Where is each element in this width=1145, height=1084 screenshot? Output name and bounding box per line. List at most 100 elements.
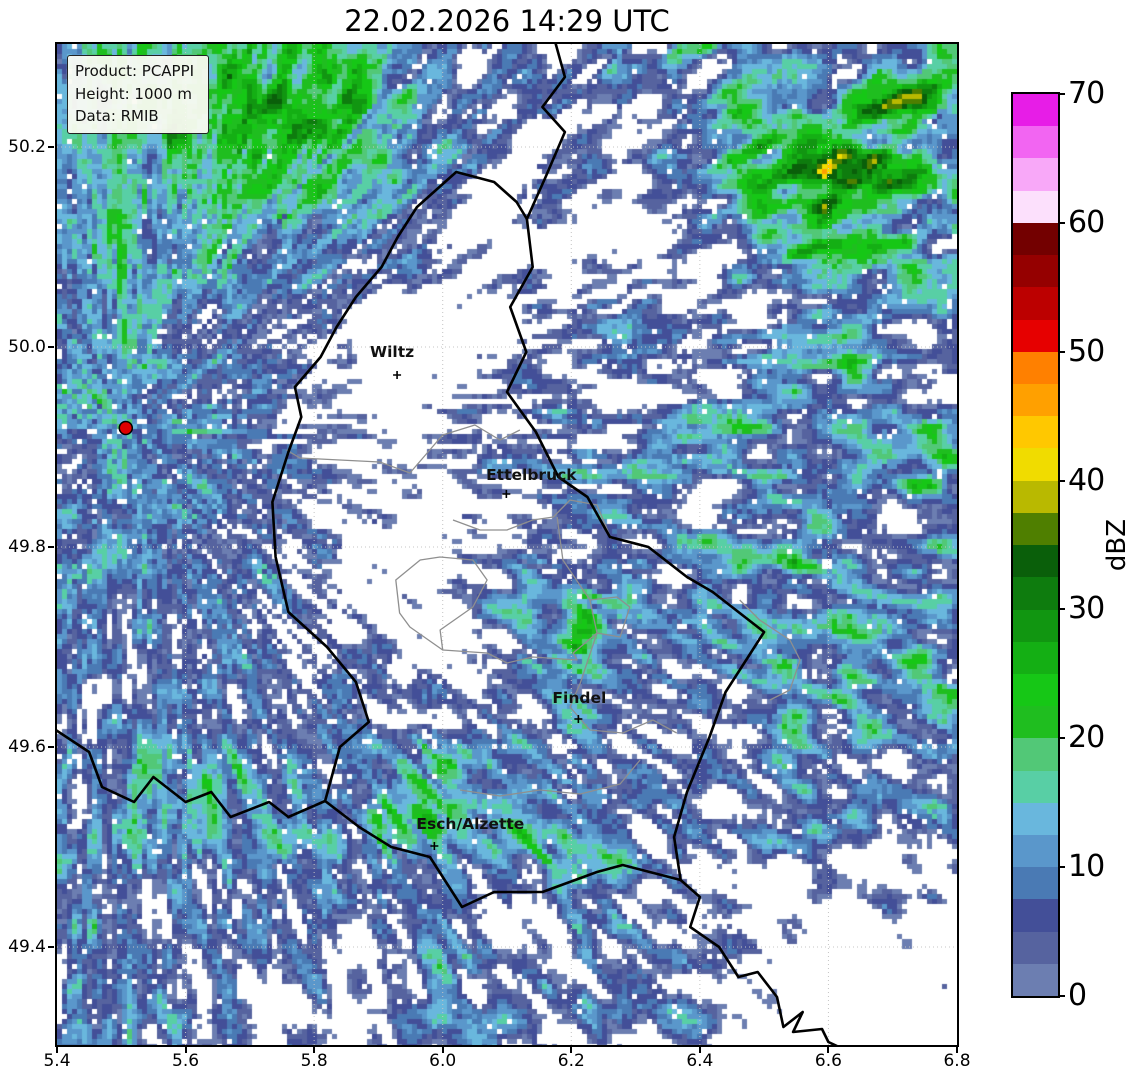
- colorbar-tick-label: 10: [1068, 849, 1105, 885]
- radar-field-canvas: [57, 44, 957, 1045]
- colorbar-tick-label: 20: [1068, 720, 1105, 756]
- colorbar-band: [1013, 609, 1058, 642]
- country-border: [271, 170, 766, 909]
- colorbar-tick-label: 70: [1068, 76, 1105, 111]
- x-tick-label: 6.2: [557, 1051, 585, 1071]
- region-border: [569, 632, 678, 734]
- region-border: [739, 599, 801, 701]
- y-tick-mark: [48, 946, 54, 948]
- colorbar-tick-label: 30: [1068, 591, 1105, 627]
- city-marker: [574, 715, 583, 723]
- x-tick-label: 6.6: [814, 1051, 842, 1071]
- map-plot: Wiltz Ettelbruck Findel Esch/Alzette Produc…: [55, 42, 959, 1047]
- x-tick-mark: [956, 1047, 958, 1053]
- region-border: [442, 516, 598, 664]
- colorbar-band: [1013, 835, 1058, 868]
- x-tick-label: 6.4: [686, 1051, 714, 1071]
- country-border: [679, 878, 838, 1045]
- region-border: [286, 424, 521, 474]
- city-marker: [502, 490, 511, 498]
- y-tick-mark: [48, 746, 54, 748]
- y-tick-label: 50.0: [8, 337, 46, 357]
- colorbar-band: [1013, 577, 1058, 610]
- colorbar: [1011, 92, 1060, 998]
- colorbar-band: [1013, 222, 1058, 256]
- y-tick-mark: [48, 546, 54, 548]
- y-tick-mark: [48, 346, 54, 348]
- y-tick-mark: [48, 146, 54, 148]
- x-tick-mark: [56, 1047, 58, 1053]
- city-label: Ettelbruck: [486, 466, 577, 484]
- info-box: Product: PCAPPI Height: 1000 m Data: RMI…: [67, 55, 209, 134]
- colorbar-tick-label: 60: [1068, 204, 1105, 240]
- colorbar-band: [1013, 867, 1058, 900]
- x-tick-mark: [698, 1047, 701, 1053]
- colorbar-band: [1013, 512, 1058, 546]
- colorbar-band: [1013, 931, 1058, 964]
- x-tick-mark: [570, 1047, 573, 1053]
- x-tick-mark: [441, 1047, 444, 1053]
- region-border: [460, 759, 641, 797]
- city-label: Findel: [552, 689, 606, 707]
- x-tick-label: 5.4: [43, 1051, 71, 1071]
- x-tick-mark: [313, 1047, 316, 1053]
- info-source: Data: RMIB: [75, 107, 159, 125]
- colorbar-axis-label: dBZ: [1102, 518, 1132, 572]
- colorbar-band: [1013, 190, 1058, 223]
- y-tick-label: 49.4: [8, 937, 46, 957]
- city-marker: [393, 371, 402, 379]
- region-border: [452, 499, 612, 540]
- colorbar-tick-mark: [1058, 995, 1065, 997]
- info-product: Product: PCAPPI: [75, 62, 195, 80]
- x-tick-label: 6.0: [429, 1051, 457, 1071]
- colorbar-band: [1013, 94, 1058, 127]
- x-tick-label: 6.8: [943, 1051, 971, 1071]
- colorbar-band: [1013, 641, 1058, 674]
- country-border: [57, 729, 327, 819]
- colorbar-band: [1013, 963, 1058, 997]
- city-label: Esch/Alzette: [416, 815, 524, 833]
- city-marker: [430, 842, 439, 850]
- colorbar-band: [1013, 738, 1058, 771]
- region-border: [589, 596, 631, 638]
- map-overlay: Wiltz Ettelbruck Findel Esch/Alzette: [57, 44, 957, 1045]
- colorbar-tick-mark: [1058, 479, 1065, 482]
- y-tick-label: 49.6: [8, 737, 46, 757]
- colorbar-band: [1013, 158, 1058, 191]
- region-border: [395, 556, 488, 651]
- colorbar-tick-mark: [1058, 93, 1065, 95]
- colorbar-band: [1013, 416, 1058, 449]
- colorbar-band: [1013, 351, 1058, 384]
- x-tick-mark: [184, 1047, 187, 1053]
- colorbar-tick-label: 0: [1068, 978, 1087, 1013]
- colorbar-band: [1013, 448, 1058, 481]
- colorbar-band: [1013, 770, 1058, 803]
- colorbar-band: [1013, 545, 1058, 578]
- colorbar-band: [1013, 319, 1058, 352]
- colorbar-tick-mark: [1058, 866, 1065, 869]
- y-tick-label: 49.8: [8, 537, 46, 557]
- radar-site-dot: [118, 420, 134, 436]
- info-height: Height: 1000 m: [75, 84, 192, 103]
- colorbar-band: [1013, 383, 1058, 417]
- colorbar-band: [1013, 802, 1058, 836]
- colorbar-tick-label: 50: [1068, 333, 1105, 369]
- x-tick-label: 5.6: [172, 1051, 200, 1071]
- country-border: [525, 44, 567, 221]
- colorbar-band: [1013, 255, 1058, 288]
- colorbar-band: [1013, 126, 1058, 159]
- colorbar-tick-mark: [1058, 737, 1065, 740]
- y-tick-label: 50.2: [8, 137, 46, 157]
- colorbar-band: [1013, 673, 1058, 707]
- colorbar-band: [1013, 706, 1058, 739]
- colorbar-band: [1013, 480, 1058, 513]
- colorbar-tick-mark: [1058, 221, 1065, 224]
- x-tick-label: 5.8: [300, 1051, 328, 1071]
- colorbar-band: [1013, 899, 1058, 932]
- colorbar-tick-label: 40: [1068, 462, 1105, 498]
- city-label: Wiltz: [370, 343, 414, 361]
- colorbar-tick-mark: [1058, 350, 1065, 353]
- x-tick-mark: [827, 1047, 830, 1053]
- colorbar-band: [1013, 287, 1058, 320]
